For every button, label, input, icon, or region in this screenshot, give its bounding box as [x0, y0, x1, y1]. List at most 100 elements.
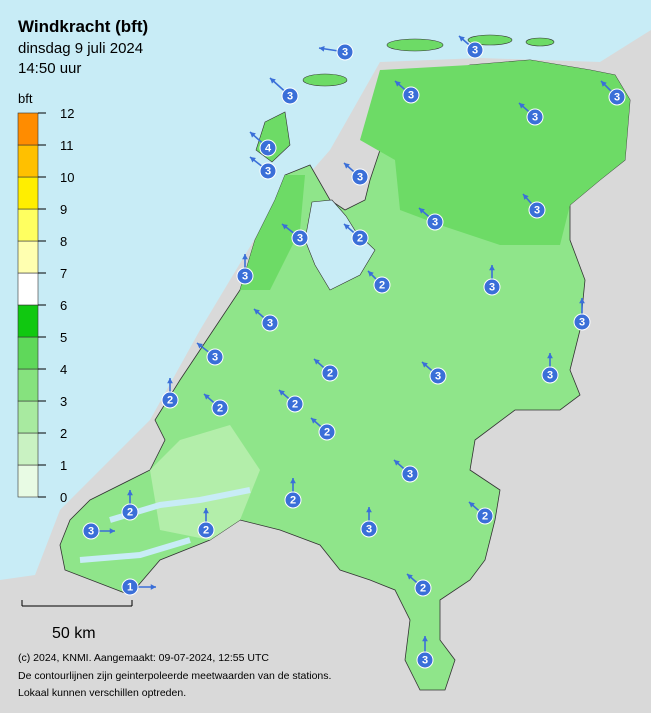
legend-label: 2 — [60, 426, 67, 441]
arrow-head — [250, 132, 256, 138]
arrow-head — [395, 81, 401, 87]
station-value: 3 — [472, 45, 478, 57]
footer: Lokaal kunnen verschillen optreden. — [18, 687, 186, 699]
arrow-head — [489, 265, 495, 271]
station — [281, 87, 299, 105]
footer: (c) 2024, KNMI. Aangemaakt: 09-07-2024, … — [18, 652, 269, 664]
arrow-head — [319, 45, 325, 52]
station-value: 3 — [422, 655, 428, 667]
station — [336, 43, 354, 61]
island — [302, 73, 348, 87]
arrow-head — [394, 460, 400, 466]
station-value: 3 — [489, 282, 495, 294]
legend-swatch — [17, 144, 39, 178]
station-value: 3 — [407, 469, 413, 481]
station — [402, 86, 420, 104]
arrow-head — [127, 490, 133, 496]
station-value: 2 — [167, 395, 173, 407]
station — [121, 578, 139, 596]
arrow-head — [523, 194, 529, 200]
station — [429, 367, 447, 385]
station-value: 2 — [217, 403, 223, 415]
station — [414, 579, 432, 597]
legend-label: 3 — [60, 394, 67, 409]
station-value: 3 — [265, 166, 271, 178]
arrow-head — [407, 574, 413, 580]
station — [360, 520, 378, 538]
station-value: 3 — [366, 524, 372, 536]
station-value: 2 — [290, 495, 296, 507]
legend-label: 5 — [60, 330, 67, 345]
station-value: 2 — [292, 399, 298, 411]
stations: 3 3 3 3 3 3 4 3 3 3 3 3 2 3 2 3 3 3 3 2 3 3 2 2 2 2 3 2 2 2 3 2 3 2 1 3 — [82, 35, 626, 669]
station-value: 3 — [297, 233, 303, 245]
station-value: 2 — [420, 583, 426, 595]
arrow-head — [519, 103, 525, 109]
legend-label: 6 — [60, 298, 67, 313]
footer: De contourlijnen zijn geinterpoleerde me… — [18, 670, 331, 682]
station-value: 2 — [327, 368, 333, 380]
station — [528, 201, 546, 219]
station-value: 2 — [324, 427, 330, 439]
legend-swatch — [17, 304, 39, 338]
arrow-head — [150, 584, 156, 590]
arrow-head — [279, 390, 285, 396]
legend-unit: bft — [18, 91, 33, 106]
station — [426, 213, 444, 231]
time: 14:50 uur — [18, 60, 81, 77]
legend-label: 10 — [60, 170, 74, 185]
legend-label: 9 — [60, 202, 67, 217]
station — [466, 41, 484, 59]
arrow-head — [311, 418, 317, 424]
arrow-head — [290, 478, 296, 484]
arrow-head — [270, 78, 276, 84]
station-value: 3 — [532, 112, 538, 124]
legend-label: 8 — [60, 234, 67, 249]
legend-swatch — [17, 336, 39, 370]
station — [259, 139, 277, 157]
station — [541, 366, 559, 384]
title: Windkracht (bft) — [18, 17, 148, 36]
station — [236, 267, 254, 285]
legend-swatch — [17, 464, 39, 498]
station-value: 3 — [547, 370, 553, 382]
station — [197, 521, 215, 539]
station — [161, 391, 179, 409]
arrow-head — [469, 502, 475, 508]
station-value: 2 — [127, 507, 133, 519]
station — [291, 229, 309, 247]
station — [261, 314, 279, 332]
station — [373, 276, 391, 294]
scale-label: 50 km — [52, 625, 96, 642]
island — [525, 37, 555, 47]
station-value: 3 — [242, 271, 248, 283]
station-value: 4 — [265, 143, 272, 155]
station — [211, 399, 229, 417]
lake — [304, 199, 376, 291]
arrow-head — [422, 362, 428, 368]
station — [259, 162, 277, 180]
legend-swatch — [17, 208, 39, 242]
legend-label: 12 — [60, 106, 74, 121]
station-value: 2 — [482, 511, 488, 523]
dark-zone — [240, 175, 305, 290]
station — [286, 395, 304, 413]
arrow-head — [366, 507, 372, 513]
arrow-head — [203, 508, 209, 514]
station — [416, 651, 434, 669]
station-value: 3 — [212, 352, 218, 364]
legend-label: 11 — [60, 138, 74, 153]
arrow-head — [344, 224, 350, 230]
station — [573, 313, 591, 331]
station-value: 3 — [88, 526, 94, 538]
station-value: 1 — [127, 582, 133, 594]
arrow-head — [167, 378, 173, 384]
station — [82, 522, 100, 540]
station-value: 3 — [342, 47, 348, 59]
station-value: 3 — [357, 172, 363, 184]
dark-zone — [360, 60, 630, 245]
station-value: 2 — [203, 525, 209, 537]
legend-label: 0 — [60, 490, 67, 505]
station-value: 3 — [287, 91, 293, 103]
arrow-head — [250, 157, 256, 163]
